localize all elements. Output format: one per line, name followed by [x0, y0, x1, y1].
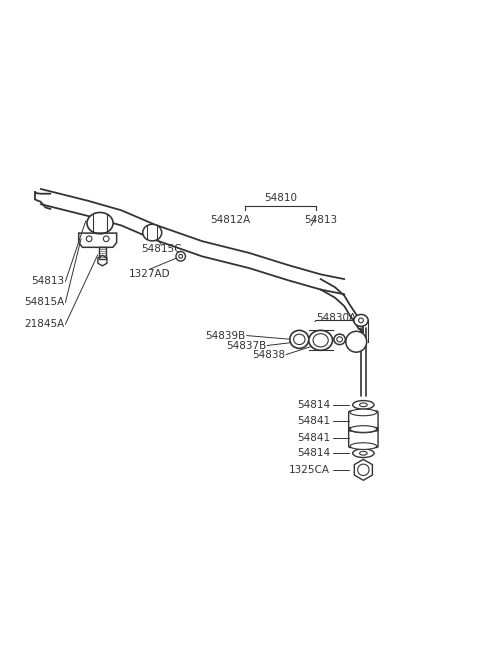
- Ellipse shape: [309, 330, 333, 350]
- Ellipse shape: [337, 337, 343, 342]
- Ellipse shape: [313, 333, 328, 347]
- Text: 54812A: 54812A: [210, 215, 251, 225]
- Text: 54815C: 54815C: [142, 244, 182, 255]
- Ellipse shape: [290, 330, 309, 348]
- Text: 54841: 54841: [297, 416, 330, 426]
- Ellipse shape: [353, 401, 374, 409]
- Text: 54810: 54810: [264, 193, 297, 202]
- Ellipse shape: [350, 409, 377, 416]
- Ellipse shape: [359, 318, 363, 323]
- Ellipse shape: [350, 443, 377, 449]
- Text: 54814: 54814: [297, 400, 330, 410]
- Ellipse shape: [360, 403, 367, 407]
- Ellipse shape: [294, 334, 305, 345]
- Text: 54838: 54838: [252, 350, 285, 360]
- Ellipse shape: [354, 314, 368, 326]
- Ellipse shape: [176, 252, 185, 261]
- Ellipse shape: [87, 212, 113, 234]
- Text: 54815A: 54815A: [24, 297, 64, 307]
- Circle shape: [346, 331, 367, 352]
- Ellipse shape: [360, 451, 367, 455]
- Text: 54813: 54813: [304, 215, 337, 225]
- Text: 54837B: 54837B: [226, 341, 266, 350]
- Ellipse shape: [350, 426, 377, 433]
- Text: 1327AD: 1327AD: [129, 269, 171, 279]
- Text: 54814: 54814: [297, 448, 330, 458]
- Text: 1325CA: 1325CA: [289, 465, 330, 475]
- Circle shape: [358, 464, 369, 476]
- Text: 21845A: 21845A: [24, 319, 64, 329]
- Ellipse shape: [179, 254, 182, 258]
- Ellipse shape: [334, 334, 345, 345]
- Ellipse shape: [350, 426, 377, 432]
- Ellipse shape: [353, 449, 374, 457]
- Ellipse shape: [143, 224, 162, 241]
- Text: 54839B: 54839B: [205, 331, 246, 341]
- Text: 54841: 54841: [297, 432, 330, 443]
- Text: 54813: 54813: [31, 276, 64, 286]
- Text: 54830A: 54830A: [316, 313, 356, 323]
